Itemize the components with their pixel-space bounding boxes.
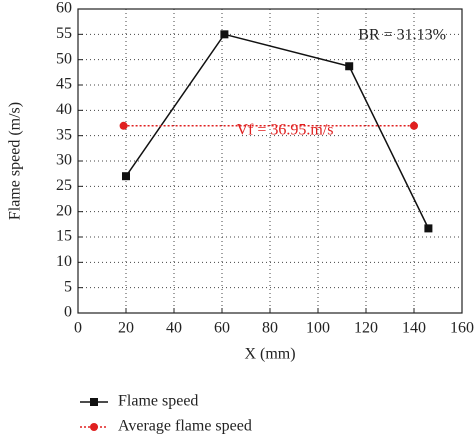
annotation: BR = 31.13%: [358, 27, 446, 44]
x-tick-label: 140: [402, 320, 426, 337]
point: [410, 121, 418, 130]
y-tick-label: 10: [56, 253, 72, 270]
y-tick-label: 45: [56, 76, 72, 93]
legend-label: Average flame speed: [118, 418, 252, 435]
y-tick-label: 50: [56, 50, 72, 67]
y-tick-label: 60: [56, 0, 72, 17]
x-tick-label: 0: [74, 320, 82, 337]
x-tick-label: 120: [354, 320, 378, 337]
x-tick-label: 80: [262, 320, 278, 337]
series-line: [125, 33, 430, 229]
x-axis-label: X (mm): [244, 346, 295, 363]
y-tick-label: 40: [56, 101, 72, 118]
x-tick-label: 60: [214, 320, 230, 337]
y-tick-label: 20: [56, 202, 72, 219]
y-tick-label: 5: [64, 278, 72, 295]
y-tick-label: 30: [56, 152, 72, 169]
legend-label: Flame speed: [118, 393, 198, 410]
x-tick-label: 100: [306, 320, 330, 337]
y-tick-label: 55: [56, 25, 72, 42]
y-tick-label: 25: [56, 177, 72, 194]
x-tick-label: 20: [118, 320, 134, 337]
legend-marker: [90, 398, 98, 406]
point: [119, 121, 128, 130]
y-axis-label: Flame speed (m/s): [7, 102, 24, 220]
plot-frame: [77, 8, 463, 314]
point: [424, 224, 433, 233]
x-tick-label: 40: [166, 320, 182, 337]
x-tick-label: 160: [450, 320, 474, 337]
point: [122, 172, 130, 181]
y-tick-label: 15: [56, 228, 72, 245]
y-tick-label: 35: [56, 126, 72, 143]
point: [220, 30, 229, 39]
y-tick-label: 0: [64, 304, 72, 321]
legend-marker: [90, 423, 98, 431]
point: [345, 62, 354, 71]
